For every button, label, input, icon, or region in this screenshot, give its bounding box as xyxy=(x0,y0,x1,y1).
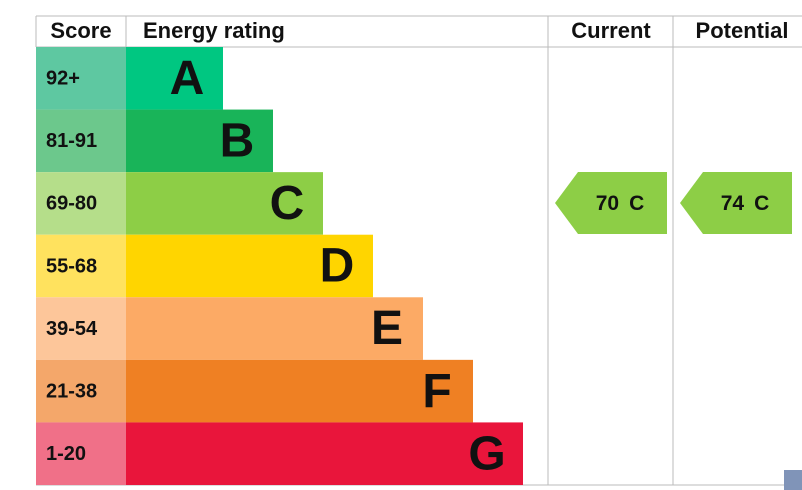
rating-letter: A xyxy=(170,52,205,105)
potential-arrow xyxy=(680,172,792,234)
rating-letter: F xyxy=(422,365,451,418)
score-range: 1-20 xyxy=(46,443,86,465)
header-current: Current xyxy=(571,18,651,43)
current-value: 70 xyxy=(596,192,619,215)
score-cell xyxy=(36,297,126,360)
score-cell xyxy=(36,422,126,485)
rating-letter: G xyxy=(468,427,505,480)
rating-letter: C xyxy=(270,177,305,230)
score-cell xyxy=(36,359,126,423)
current-rating: C xyxy=(629,192,644,215)
header-score: Score xyxy=(50,18,111,43)
potential-value: 74 xyxy=(721,192,745,215)
corner-icon xyxy=(784,470,802,490)
rating-letter: B xyxy=(220,115,255,168)
rating-letter: E xyxy=(371,302,403,355)
score-range: 21-38 xyxy=(46,380,97,402)
header-potential: Potential xyxy=(696,18,789,43)
header-energy-rating: Energy rating xyxy=(143,18,285,43)
rating-bar xyxy=(126,109,273,173)
rating-bar xyxy=(126,359,473,423)
score-range: 39-54 xyxy=(46,318,98,340)
score-range: 92+ xyxy=(46,68,80,90)
score-cell xyxy=(36,47,126,110)
rating-bar xyxy=(126,234,373,298)
score-range: 69-80 xyxy=(46,193,97,215)
score-range: 55-68 xyxy=(46,255,97,277)
current-label: 70 C xyxy=(596,192,645,215)
potential-rating: C xyxy=(754,192,769,215)
score-cell xyxy=(36,234,126,298)
rating-bar xyxy=(126,297,423,360)
rating-bar xyxy=(126,422,523,485)
rating-letter: D xyxy=(320,240,355,293)
score-cell xyxy=(36,109,126,173)
current-arrow xyxy=(555,172,667,234)
potential-label: 74 C xyxy=(721,192,770,215)
score-cell xyxy=(36,172,126,235)
score-range: 81-91 xyxy=(46,130,97,152)
rating-bar xyxy=(126,172,323,235)
rating-bar xyxy=(126,47,223,110)
